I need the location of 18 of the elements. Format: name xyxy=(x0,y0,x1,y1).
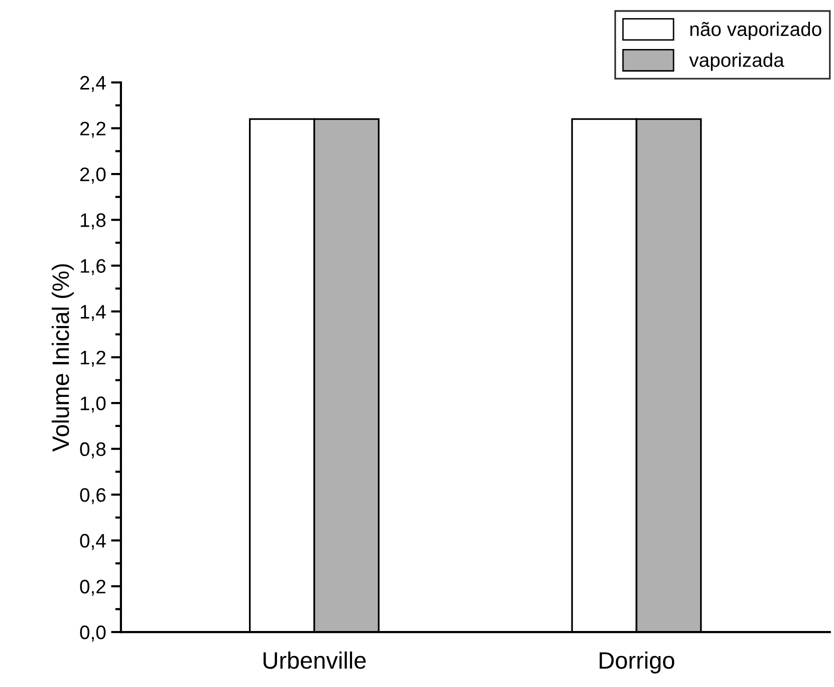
y-tick-label: 0,6 xyxy=(80,488,106,504)
y-tick-label: 2,4 xyxy=(80,76,106,92)
y-tick-label: 0,0 xyxy=(80,626,106,642)
y-tick-label: 2,0 xyxy=(80,168,106,184)
legend-label: não vaporizado xyxy=(690,22,822,40)
legend-label: vaporizada xyxy=(689,52,784,71)
y-tick-label: 1,4 xyxy=(80,305,106,321)
y-tick-label: 0,4 xyxy=(80,534,106,550)
y-tick-label: 1,2 xyxy=(80,350,106,367)
x-tick-label: Dorrigo xyxy=(600,651,674,674)
x-tick-label: Urbenville xyxy=(264,651,366,669)
y-tick-label: 1,6 xyxy=(80,259,106,276)
y-axis-title: Volume Inicial (%) xyxy=(52,264,74,452)
y-tick-label: 1,8 xyxy=(80,213,106,230)
y-tick-label: 2,2 xyxy=(80,122,106,138)
y-tick-label: 0,2 xyxy=(80,580,106,596)
y-tick-label: 1,0 xyxy=(80,396,106,413)
y-tick-label: 0,8 xyxy=(80,442,106,458)
